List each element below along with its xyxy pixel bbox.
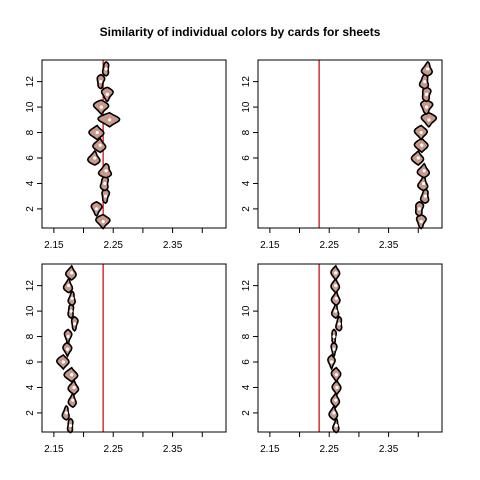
median-point-2 xyxy=(417,207,422,211)
median-point-7 xyxy=(65,347,70,351)
y-tick-label: 12 xyxy=(241,76,252,88)
median-point-11 xyxy=(105,92,109,96)
plot-frame xyxy=(41,59,227,229)
median-point-11 xyxy=(424,92,429,96)
median-point-7 xyxy=(420,143,424,147)
x-tick-label: 2.35 xyxy=(163,444,183,455)
y-tick-label: 12 xyxy=(25,76,36,88)
y-tick-label: 6 xyxy=(241,359,252,365)
median-point-9 xyxy=(337,322,341,326)
median-point-12 xyxy=(67,284,71,288)
median-point-6 xyxy=(330,360,334,364)
x-tick-label: 2.15 xyxy=(260,240,280,251)
y-tick-label: 4 xyxy=(241,384,252,390)
panel-top-left: 2.15 2.25 2.35 2 4 6 8 10 12 xyxy=(25,59,227,251)
y-tick-label: 10 xyxy=(25,305,36,317)
x-tick-label: 2.35 xyxy=(379,240,399,251)
median-point-5 xyxy=(104,169,108,173)
plot-frame xyxy=(257,263,443,433)
panel-top-right: 2.15 2.25 2.35 2 4 6 8 10 12 xyxy=(241,59,443,251)
y-tick-label: 12 xyxy=(25,280,36,292)
median-point-11 xyxy=(70,296,74,300)
median-point-12 xyxy=(423,80,427,84)
median-point-13 xyxy=(104,67,108,71)
median-point-5 xyxy=(70,373,74,377)
median-point-2 xyxy=(332,411,336,415)
median-point-8 xyxy=(95,130,99,135)
median-point-5 xyxy=(334,373,338,377)
median-point-11 xyxy=(334,296,338,300)
x-tick-label: 2.15 xyxy=(44,444,64,455)
plot-frame xyxy=(41,263,227,433)
median-point-6 xyxy=(416,156,420,160)
y-tick-label: 4 xyxy=(25,180,36,186)
median-point-4 xyxy=(103,181,107,186)
median-point-8 xyxy=(419,130,423,135)
median-point-10 xyxy=(69,309,73,313)
median-point-1 xyxy=(68,424,73,428)
median-point-13 xyxy=(334,271,338,275)
median-point-3 xyxy=(423,194,427,198)
median-point-8 xyxy=(332,334,336,339)
median-point-3 xyxy=(334,398,338,402)
median-point-6 xyxy=(93,156,97,160)
y-tick-label: 2 xyxy=(25,206,36,212)
x-tick-label: 2.35 xyxy=(379,444,399,455)
panel-bottom-left: 2.15 2.25 2.35 2 4 6 8 10 12 xyxy=(25,263,227,455)
median-point-4 xyxy=(335,385,339,390)
y-tick-label: 4 xyxy=(25,384,36,390)
median-point-3 xyxy=(103,194,108,198)
median-point-7 xyxy=(332,347,336,351)
y-tick-label: 10 xyxy=(25,101,36,113)
median-point-2 xyxy=(95,207,99,211)
median-point-1 xyxy=(101,220,105,224)
median-point-4 xyxy=(422,181,426,186)
y-tick-label: 8 xyxy=(241,129,252,135)
median-point-2 xyxy=(64,411,68,415)
median-point-3 xyxy=(71,398,75,402)
median-point-8 xyxy=(66,334,70,339)
x-tick-label: 2.25 xyxy=(103,240,123,251)
median-point-12 xyxy=(99,80,103,84)
x-tick-label: 2.15 xyxy=(44,240,64,251)
median-point-9 xyxy=(73,322,77,326)
y-tick-label: 2 xyxy=(241,410,252,416)
y-tick-label: 12 xyxy=(241,280,252,292)
y-tick-label: 4 xyxy=(241,180,252,186)
median-point-13 xyxy=(70,271,74,275)
median-point-6 xyxy=(61,360,65,364)
x-tick-label: 2.15 xyxy=(260,444,280,455)
y-tick-label: 2 xyxy=(25,410,36,416)
y-tick-label: 8 xyxy=(25,333,36,339)
median-point-1 xyxy=(334,424,338,428)
panel-bottom-right: 2.15 2.25 2.35 2 4 6 8 10 12 xyxy=(241,263,443,455)
median-point-1 xyxy=(419,220,423,224)
median-point-7 xyxy=(98,143,102,147)
median-point-9 xyxy=(108,118,112,122)
median-point-12 xyxy=(334,284,338,288)
median-point-10 xyxy=(424,105,429,109)
y-tick-label: 8 xyxy=(25,129,36,135)
x-tick-label: 2.25 xyxy=(103,444,123,455)
y-tick-label: 10 xyxy=(241,305,252,317)
chart-title: Similarity of individual colors by cards… xyxy=(100,25,381,39)
y-tick-label: 6 xyxy=(241,155,252,161)
median-point-10 xyxy=(99,105,103,109)
y-tick-label: 6 xyxy=(25,155,36,161)
median-point-10 xyxy=(334,309,338,313)
y-tick-label: 6 xyxy=(25,359,36,365)
plot-frame xyxy=(257,59,443,229)
median-point-5 xyxy=(422,169,426,173)
x-tick-label: 2.25 xyxy=(319,240,339,251)
median-point-9 xyxy=(427,118,431,122)
y-tick-label: 2 xyxy=(241,206,252,212)
y-tick-label: 10 xyxy=(241,101,252,113)
median-point-4 xyxy=(72,385,76,390)
median-point-13 xyxy=(426,67,430,71)
x-tick-label: 2.25 xyxy=(319,444,339,455)
x-tick-label: 2.35 xyxy=(163,240,183,251)
y-tick-label: 8 xyxy=(241,333,252,339)
panels: 2.15 2.25 2.35 2 4 6 8 10 12 2.15 2.25 2.35 2 4 6 8 10 12… xyxy=(25,59,443,455)
